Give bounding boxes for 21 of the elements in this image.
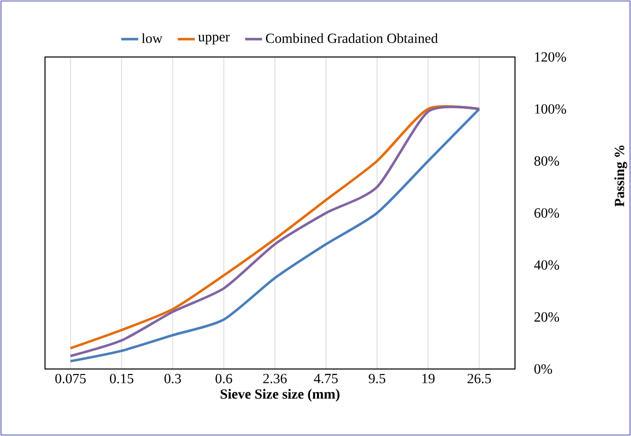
- x-tick-label: 4.75: [314, 374, 338, 384]
- x-tick-label: 9.5: [368, 374, 386, 384]
- x-tick-label: 2.36: [263, 374, 287, 384]
- x-tick-label: 0.6: [216, 374, 232, 384]
- legend-label: upper: [198, 34, 230, 44]
- y-tick-label: 40%: [534, 260, 560, 270]
- y-tick-label: 120%: [535, 52, 566, 62]
- x-tick-label: 26.5: [468, 374, 491, 384]
- y-tick-label: 60%: [534, 208, 560, 218]
- x-axis-title: Sieve Size size (mm): [220, 388, 340, 402]
- y-tick-label: 0%: [534, 364, 552, 374]
- legend-label: low: [142, 33, 162, 44]
- y-axis-title: Passing %: [614, 146, 628, 207]
- x-tick-label: 0.15: [110, 374, 134, 384]
- x-tick-label: 0.3: [164, 374, 181, 384]
- legend-label: Combined Gradation Obtained: [266, 33, 438, 44]
- y-tick-label: 100%: [535, 104, 566, 114]
- x-tick-label: 0.075: [55, 374, 86, 384]
- y-tick-label: 20%: [534, 312, 560, 322]
- y-tick-label: 80%: [534, 156, 560, 166]
- x-tick-label: 19: [422, 374, 435, 384]
